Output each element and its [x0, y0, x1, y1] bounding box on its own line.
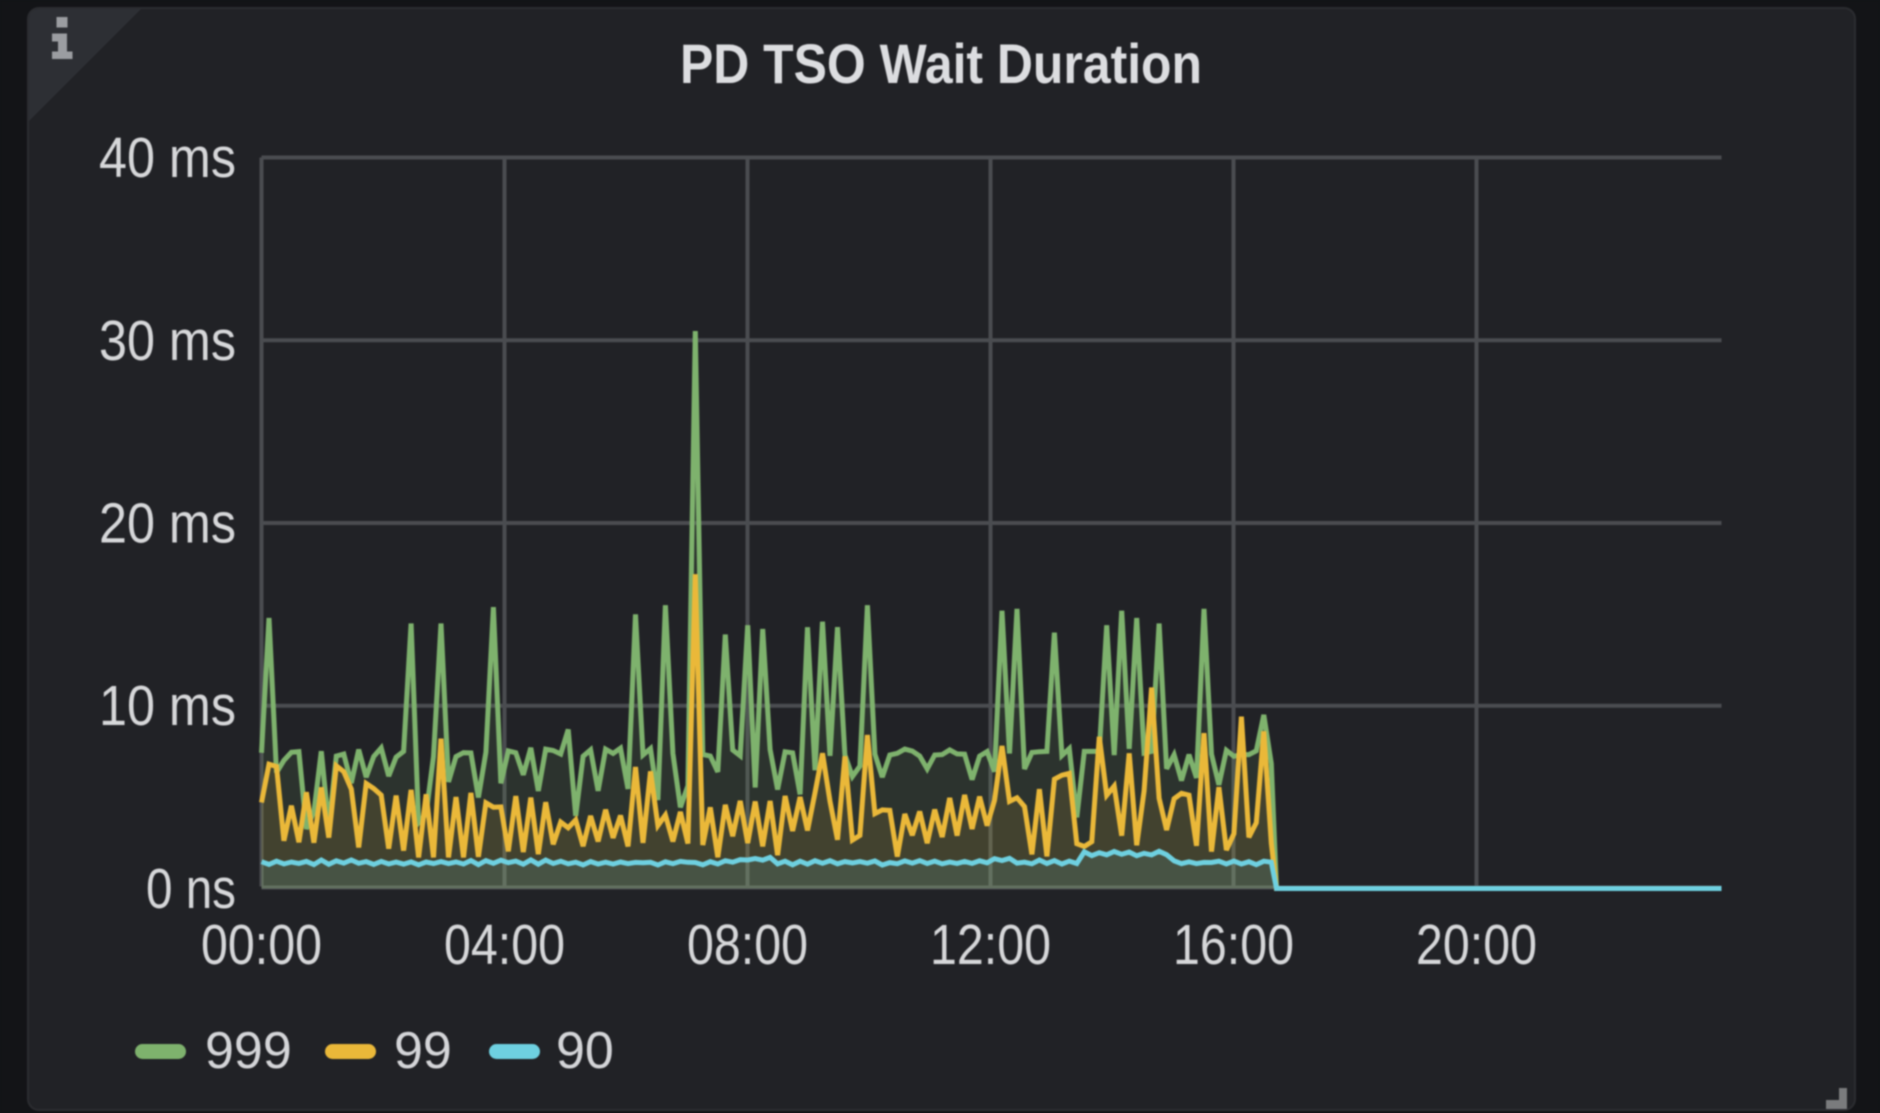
svg-text:PD TSO Wait Duration: PD TSO Wait Duration: [680, 32, 1202, 95]
svg-text:90: 90: [556, 1022, 614, 1080]
svg-text:00:00: 00:00: [201, 913, 322, 977]
svg-text:12:00: 12:00: [930, 913, 1051, 977]
svg-text:0 ns: 0 ns: [146, 857, 236, 921]
svg-text:08:00: 08:00: [687, 913, 808, 977]
svg-text:04:00: 04:00: [444, 913, 565, 977]
svg-text:30 ms: 30 ms: [99, 309, 236, 373]
svg-text:20:00: 20:00: [1416, 913, 1537, 977]
svg-text:40 ms: 40 ms: [99, 126, 236, 190]
svg-text:99: 99: [394, 1022, 452, 1080]
svg-text:999: 999: [205, 1022, 292, 1080]
svg-text:20 ms: 20 ms: [99, 492, 236, 556]
svg-text:10 ms: 10 ms: [99, 674, 236, 738]
svg-text:16:00: 16:00: [1173, 913, 1294, 977]
